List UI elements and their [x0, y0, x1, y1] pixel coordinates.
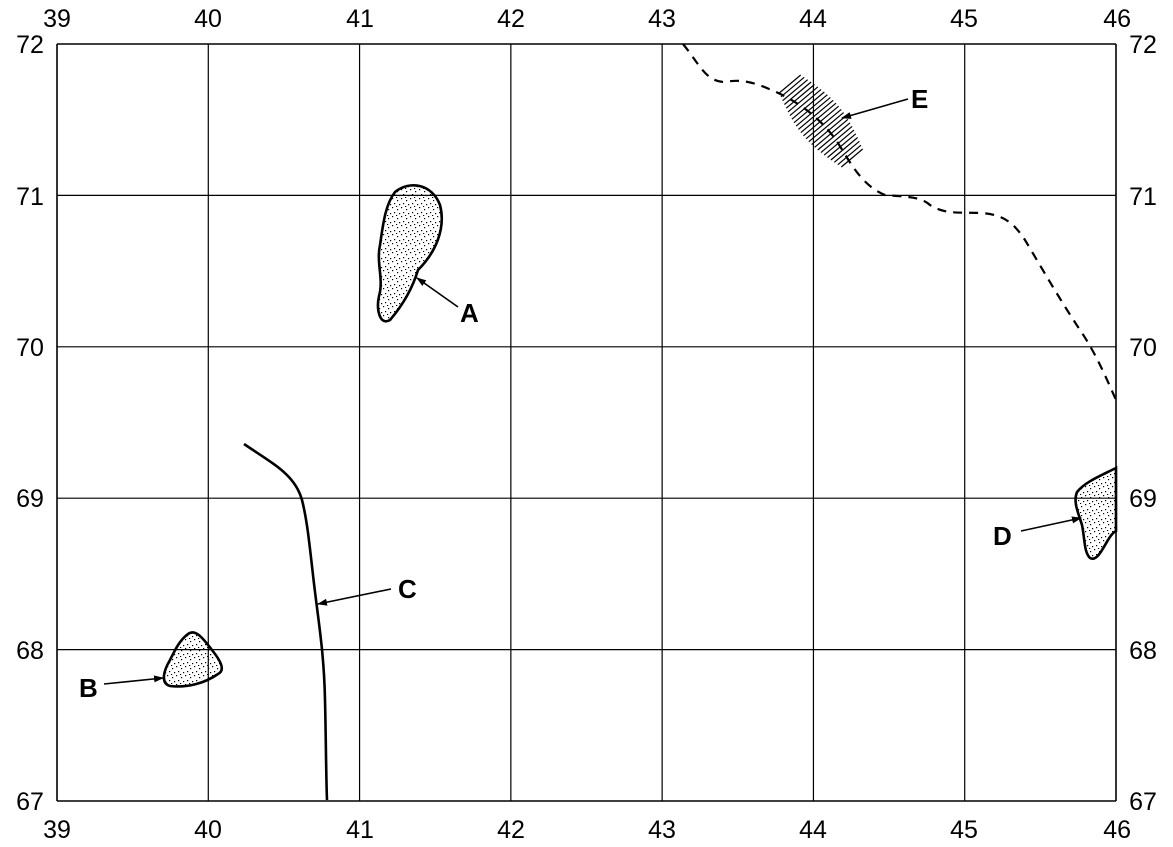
feature-d-arrow — [1020, 516, 1082, 532]
feature-c-arrow — [317, 588, 392, 606]
x-tick-bottom: 41 — [346, 816, 374, 844]
x-tick-top: 42 — [497, 5, 525, 33]
dashed-line — [682, 43, 1118, 401]
hachure-stroke — [791, 91, 825, 120]
x-axis-top: 39 40 41 42 43 44 45 46 — [43, 5, 1131, 33]
y-tick-left: 70 — [16, 334, 44, 362]
feature-c-label: C — [398, 574, 417, 604]
x-tick-top: 44 — [799, 5, 827, 33]
y-tick-right: 70 — [1129, 334, 1157, 362]
feature-a-shape — [376, 184, 444, 323]
x-tick-bottom: 45 — [950, 816, 978, 844]
x-tick-bottom: 46 — [1103, 816, 1131, 844]
hachure-stroke — [778, 74, 802, 94]
feature-c-line — [243, 442, 329, 801]
feature-b: B — [79, 631, 224, 703]
feature-d: D — [993, 465, 1118, 560]
hachure-stroke — [820, 125, 853, 154]
x-tick-top: 39 — [43, 5, 71, 33]
hachure-stroke — [784, 81, 812, 105]
hachure-stroke — [840, 148, 864, 168]
y-axis-right: 72 71 70 69 68 67 — [1129, 31, 1157, 816]
x-tick-top: 46 — [1103, 5, 1131, 33]
hachure-stroke — [780, 76, 805, 98]
feature-e-arrow — [841, 98, 909, 119]
hachure-stroke — [814, 118, 849, 148]
x-tick-top: 43 — [648, 5, 676, 33]
hachure-stroke — [789, 88, 822, 117]
x-tick-top: 40 — [194, 5, 222, 33]
hachure-stroke — [795, 96, 831, 127]
hachure-stroke — [803, 105, 839, 137]
feature-a-label: A — [460, 298, 479, 328]
hachure-stroke — [782, 79, 809, 102]
x-tick-bottom: 44 — [799, 816, 827, 844]
hachure-stroke — [811, 115, 847, 146]
y-tick-left: 68 — [16, 637, 44, 665]
y-tick-right: 68 — [1129, 637, 1157, 665]
y-tick-left: 69 — [16, 485, 44, 513]
x-tick-bottom: 39 — [43, 816, 71, 844]
feature-b-shape — [162, 631, 224, 688]
y-tick-left: 67 — [16, 788, 44, 816]
hachure-stroke — [787, 86, 819, 113]
hachure-stroke — [823, 129, 855, 156]
coordinate-grid — [56, 43, 1117, 802]
feature-e-label: E — [911, 84, 928, 114]
x-axis-bottom: 39 40 41 42 43 44 45 46 — [43, 816, 1131, 844]
x-tick-bottom: 40 — [194, 816, 222, 844]
hachure-stroke — [785, 84, 815, 109]
y-tick-right: 67 — [1129, 788, 1157, 816]
feature-b-arrow — [103, 675, 164, 685]
feature-c: C — [243, 442, 417, 801]
x-tick-bottom: 42 — [497, 816, 525, 844]
hachure-stroke — [830, 137, 858, 161]
feature-a-arrow — [416, 277, 459, 308]
x-tick-top: 45 — [950, 5, 978, 33]
y-axis-left: 72 71 70 69 68 67 — [16, 31, 44, 816]
y-tick-right: 71 — [1129, 183, 1157, 211]
x-tick-bottom: 43 — [648, 816, 676, 844]
feature-e-hachures — [778, 74, 864, 168]
hachure-stroke — [793, 94, 828, 124]
y-tick-left: 72 — [16, 31, 44, 59]
feature-b-label: B — [79, 673, 98, 703]
hachure-stroke — [833, 140, 860, 163]
feature-a: A — [376, 184, 479, 328]
hachure-stroke — [817, 122, 851, 151]
hachure-stroke — [837, 144, 862, 166]
hachure-stroke — [805, 108, 842, 140]
hachure-stroke — [827, 133, 857, 158]
hachure-stroke — [808, 112, 844, 143]
feature-d-shape — [1074, 465, 1118, 560]
y-tick-right: 72 — [1129, 31, 1157, 59]
hachure-stroke — [800, 102, 837, 134]
y-tick-left: 71 — [16, 183, 44, 211]
feature-d-label: D — [993, 521, 1012, 551]
y-tick-right: 69 — [1129, 485, 1157, 513]
hachure-stroke — [798, 99, 834, 130]
x-tick-top: 41 — [346, 5, 374, 33]
feature-e: E — [778, 74, 928, 168]
